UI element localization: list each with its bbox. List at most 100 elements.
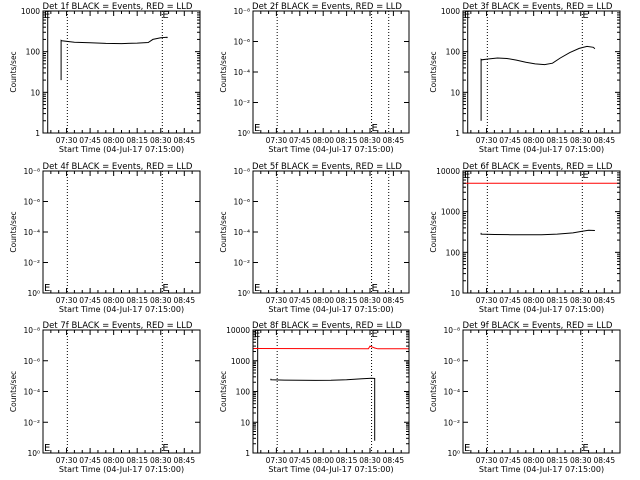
- y-tick-label: 10⁻²: [233, 99, 250, 108]
- x-tick-label: 08:15: [126, 136, 148, 145]
- event-marker-label: E: [162, 443, 168, 454]
- y-tick-label: 10⁻⁸: [443, 326, 460, 335]
- plot-title: Det 5f BLACK = Events, RED = LLD: [252, 162, 402, 172]
- y-tick-label: 100: [236, 388, 251, 397]
- y-tick-label: 10⁰: [447, 449, 460, 458]
- x-tick-label: 08:00: [312, 296, 334, 305]
- lld-rate-line: [252, 345, 409, 350]
- x-axis-label: Start Time (04-Jul-17 07:15:00): [59, 145, 184, 154]
- x-tick-label: 08:45: [173, 296, 195, 305]
- y-tick-label: 10⁻⁶: [23, 198, 40, 207]
- x-tick-label: 08:00: [523, 456, 545, 465]
- plot-panel-5: Det 5f BLACK = Events, RED = LLD E E 10⁰ 10⁻…: [219, 162, 410, 314]
- y-tick-label: 10: [240, 418, 250, 427]
- x-tick-label: 08:00: [312, 456, 334, 465]
- x-tick-label: 08:45: [383, 136, 405, 145]
- x-tick-label: 08:15: [546, 136, 568, 145]
- y-tick-label: 1: [245, 449, 250, 458]
- event-marker-label: E: [254, 329, 260, 340]
- y-axis-label: Counts/sec: [9, 211, 18, 252]
- x-tick-label: 07:30: [56, 456, 78, 465]
- event-marker-label: E: [464, 170, 470, 181]
- x-tick-label: 08:00: [103, 456, 125, 465]
- x-tick-label: 07:45: [499, 136, 521, 145]
- x-tick-label: 08:30: [359, 296, 381, 305]
- x-axis-label: Start Time (04-Jul-17 07:15:00): [268, 145, 393, 154]
- x-tick-label: 08:00: [523, 296, 545, 305]
- x-tick-label: 08:15: [546, 296, 568, 305]
- plot-title: Det 2f BLACK = Events, RED = LLD: [252, 2, 402, 12]
- y-tick-label: 10⁻⁴: [443, 388, 460, 397]
- x-tick-label: 08:30: [570, 136, 592, 145]
- y-tick-label: 10⁻²: [23, 418, 40, 427]
- plot-frame: [462, 170, 621, 294]
- y-axis-label: Counts/sec: [9, 51, 18, 92]
- event-marker-label: E: [372, 283, 378, 294]
- plot-panel-9: Det 9f BLACK = Events, RED = LLD E E 10⁰ 10⁻…: [429, 321, 621, 474]
- x-tick-label: 07:30: [266, 136, 288, 145]
- x-tick-label: 08:45: [593, 136, 615, 145]
- x-axis-label: Start Time (04-Jul-17 07:15:00): [479, 145, 604, 154]
- event-marker-label: E: [582, 443, 588, 454]
- x-tick-label: 08:45: [593, 456, 615, 465]
- y-tick-label: 10⁻⁶: [443, 357, 460, 366]
- x-tick-label: 08:45: [173, 136, 195, 145]
- x-axis-label: Start Time (04-Jul-17 07:15:00): [268, 465, 393, 474]
- event-marker-label: E: [44, 283, 50, 294]
- y-tick-label: 10⁻²: [23, 259, 40, 268]
- y-tick-label: 1000: [231, 357, 250, 366]
- x-tick-label: 08:45: [383, 456, 405, 465]
- y-tick-label: 10⁻⁴: [233, 68, 250, 77]
- plot-panel-4: Det 4f BLACK = Events, RED = LLD E E 10⁰ 10⁻…: [9, 162, 201, 314]
- x-tick-label: 08:15: [336, 296, 358, 305]
- plot-frame: [42, 170, 201, 294]
- y-tick-label: 1000: [441, 208, 460, 217]
- x-tick-label: 07:30: [266, 456, 288, 465]
- y-tick-label: 10⁰: [27, 289, 40, 298]
- x-tick-label: 08:00: [523, 136, 545, 145]
- y-tick-label: 100: [446, 48, 461, 57]
- y-tick-label: 10⁻⁶: [233, 38, 250, 47]
- y-tick-label: 10⁻⁸: [233, 167, 250, 176]
- x-tick-label: 07:45: [289, 456, 311, 465]
- plot-frame: [42, 329, 201, 454]
- plot-title: Det 9f BLACK = Events, RED = LLD: [463, 321, 613, 331]
- y-axis-label: Counts/sec: [429, 51, 438, 92]
- plot-frame: [462, 10, 621, 134]
- x-tick-label: 08:45: [383, 296, 405, 305]
- x-tick-label: 07:30: [56, 296, 78, 305]
- x-tick-label: 07:30: [476, 296, 498, 305]
- event-rate-line: [480, 45, 596, 121]
- x-tick-label: 08:30: [359, 456, 381, 465]
- event-marker-label: E: [582, 170, 588, 181]
- x-tick-label: 08:30: [570, 296, 592, 305]
- plot-frame: [252, 10, 410, 134]
- y-tick-label: 10⁻⁶: [23, 357, 40, 366]
- event-marker-label: E: [254, 123, 260, 134]
- y-axis-label: Counts/sec: [429, 371, 438, 412]
- event-marker-label: E: [44, 443, 50, 454]
- x-tick-label: 08:15: [336, 136, 358, 145]
- event-marker-label: E: [44, 10, 50, 21]
- x-tick-label: 08:30: [150, 456, 172, 465]
- event-marker-label: E: [162, 10, 168, 21]
- y-axis-label: Counts/sec: [219, 211, 228, 252]
- x-axis-label: Start Time (04-Jul-17 07:15:00): [268, 305, 393, 314]
- plot-panel-7: Det 7f BLACK = Events, RED = LLD E E 10⁰ 10⁻…: [9, 321, 201, 474]
- x-tick-label: 07:45: [289, 296, 311, 305]
- x-tick-label: 08:30: [150, 296, 172, 305]
- event-marker-label: E: [254, 283, 260, 294]
- plot-title: Det 8f BLACK = Events, RED = LLD: [252, 321, 402, 331]
- y-tick-label: 10⁻⁸: [23, 167, 40, 176]
- y-tick-label: 1000: [441, 7, 460, 16]
- event-marker-label: E: [582, 10, 588, 21]
- x-axis-label: Start Time (04-Jul-17 07:15:00): [59, 465, 184, 474]
- y-tick-label: 10⁻⁸: [23, 326, 40, 335]
- plot-title: Det 1f BLACK = Events, RED = LLD: [43, 2, 193, 12]
- y-tick-label: 10: [30, 88, 40, 97]
- x-tick-label: 08:30: [150, 136, 172, 145]
- x-tick-label: 07:30: [56, 136, 78, 145]
- y-tick-label: 10⁰: [27, 449, 40, 458]
